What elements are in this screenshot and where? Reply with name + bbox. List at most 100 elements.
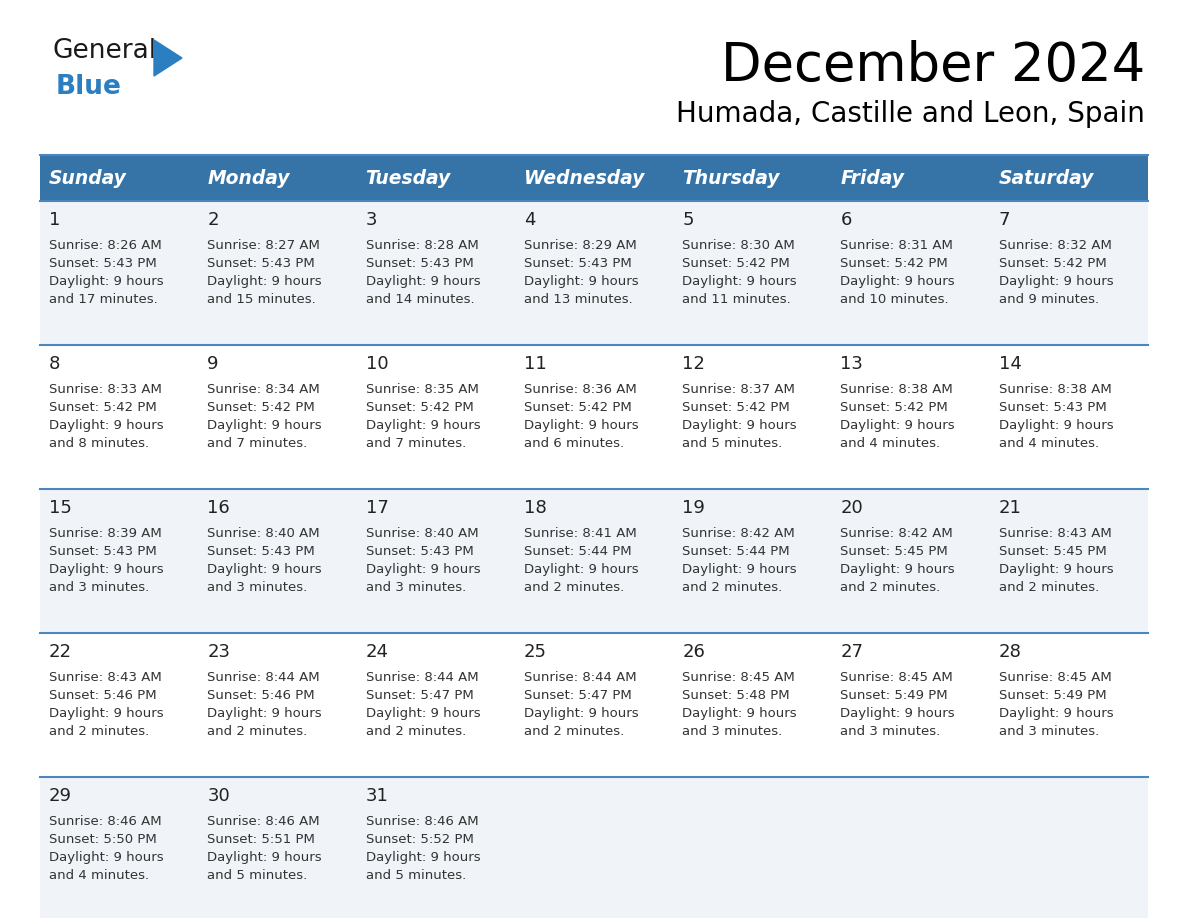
Text: Sunset: 5:50 PM: Sunset: 5:50 PM bbox=[49, 833, 157, 846]
Text: Daylight: 9 hours: Daylight: 9 hours bbox=[49, 707, 164, 720]
Text: Tuesday: Tuesday bbox=[366, 169, 450, 187]
Bar bbox=[40, 345, 1148, 489]
Text: Sunday: Sunday bbox=[49, 169, 127, 187]
Text: Sunrise: 8:30 AM: Sunrise: 8:30 AM bbox=[682, 239, 795, 252]
Text: and 17 minutes.: and 17 minutes. bbox=[49, 293, 158, 306]
Text: 4: 4 bbox=[524, 211, 536, 229]
Text: Daylight: 9 hours: Daylight: 9 hours bbox=[682, 419, 797, 432]
Text: Daylight: 9 hours: Daylight: 9 hours bbox=[49, 563, 164, 576]
Text: and 2 minutes.: and 2 minutes. bbox=[207, 725, 308, 738]
Text: 20: 20 bbox=[840, 499, 864, 517]
Text: Sunrise: 8:35 AM: Sunrise: 8:35 AM bbox=[366, 383, 479, 396]
Text: and 15 minutes.: and 15 minutes. bbox=[207, 293, 316, 306]
Text: and 5 minutes.: and 5 minutes. bbox=[207, 869, 308, 882]
Text: 26: 26 bbox=[682, 643, 704, 661]
Text: and 3 minutes.: and 3 minutes. bbox=[49, 581, 150, 594]
Text: Sunrise: 8:46 AM: Sunrise: 8:46 AM bbox=[207, 815, 320, 828]
Text: and 3 minutes.: and 3 minutes. bbox=[999, 725, 1099, 738]
Text: Friday: Friday bbox=[840, 169, 904, 187]
Text: Sunset: 5:44 PM: Sunset: 5:44 PM bbox=[524, 545, 632, 558]
Text: and 11 minutes.: and 11 minutes. bbox=[682, 293, 791, 306]
Text: Sunset: 5:46 PM: Sunset: 5:46 PM bbox=[207, 689, 315, 702]
Text: Sunset: 5:42 PM: Sunset: 5:42 PM bbox=[682, 401, 790, 414]
Text: Sunrise: 8:29 AM: Sunrise: 8:29 AM bbox=[524, 239, 637, 252]
Text: and 10 minutes.: and 10 minutes. bbox=[840, 293, 949, 306]
Text: Sunset: 5:43 PM: Sunset: 5:43 PM bbox=[366, 257, 473, 270]
Text: Sunrise: 8:32 AM: Sunrise: 8:32 AM bbox=[999, 239, 1112, 252]
Text: Sunrise: 8:26 AM: Sunrise: 8:26 AM bbox=[49, 239, 162, 252]
Text: 27: 27 bbox=[840, 643, 864, 661]
Text: Monday: Monday bbox=[207, 169, 290, 187]
Text: Daylight: 9 hours: Daylight: 9 hours bbox=[682, 707, 797, 720]
Text: and 4 minutes.: and 4 minutes. bbox=[999, 437, 1099, 450]
Text: Daylight: 9 hours: Daylight: 9 hours bbox=[999, 419, 1113, 432]
Text: Sunset: 5:43 PM: Sunset: 5:43 PM bbox=[207, 545, 315, 558]
Text: and 2 minutes.: and 2 minutes. bbox=[682, 581, 783, 594]
Text: Sunrise: 8:31 AM: Sunrise: 8:31 AM bbox=[840, 239, 953, 252]
Text: Sunrise: 8:43 AM: Sunrise: 8:43 AM bbox=[999, 527, 1112, 540]
Text: Sunrise: 8:34 AM: Sunrise: 8:34 AM bbox=[207, 383, 320, 396]
Text: Wednesday: Wednesday bbox=[524, 169, 644, 187]
Text: Daylight: 9 hours: Daylight: 9 hours bbox=[366, 563, 480, 576]
Text: Sunrise: 8:45 AM: Sunrise: 8:45 AM bbox=[999, 671, 1112, 684]
Text: 31: 31 bbox=[366, 787, 388, 805]
Text: Thursday: Thursday bbox=[682, 169, 779, 187]
Text: and 6 minutes.: and 6 minutes. bbox=[524, 437, 624, 450]
Text: Sunset: 5:42 PM: Sunset: 5:42 PM bbox=[207, 401, 315, 414]
Text: Sunrise: 8:44 AM: Sunrise: 8:44 AM bbox=[366, 671, 479, 684]
Text: Sunrise: 8:46 AM: Sunrise: 8:46 AM bbox=[366, 815, 479, 828]
Text: 28: 28 bbox=[999, 643, 1022, 661]
Text: 22: 22 bbox=[49, 643, 72, 661]
Text: Sunset: 5:48 PM: Sunset: 5:48 PM bbox=[682, 689, 790, 702]
Text: 7: 7 bbox=[999, 211, 1010, 229]
Text: December 2024: December 2024 bbox=[721, 40, 1145, 92]
Text: Sunrise: 8:42 AM: Sunrise: 8:42 AM bbox=[840, 527, 953, 540]
Text: Sunset: 5:42 PM: Sunset: 5:42 PM bbox=[49, 401, 157, 414]
Text: Daylight: 9 hours: Daylight: 9 hours bbox=[999, 275, 1113, 288]
Text: 24: 24 bbox=[366, 643, 388, 661]
Text: Sunset: 5:43 PM: Sunset: 5:43 PM bbox=[207, 257, 315, 270]
Bar bbox=[40, 633, 1148, 777]
Text: and 2 minutes.: and 2 minutes. bbox=[999, 581, 1099, 594]
Text: Sunset: 5:42 PM: Sunset: 5:42 PM bbox=[840, 257, 948, 270]
Text: Sunrise: 8:43 AM: Sunrise: 8:43 AM bbox=[49, 671, 162, 684]
Text: Daylight: 9 hours: Daylight: 9 hours bbox=[840, 419, 955, 432]
Text: Sunset: 5:51 PM: Sunset: 5:51 PM bbox=[207, 833, 315, 846]
Text: and 14 minutes.: and 14 minutes. bbox=[366, 293, 474, 306]
Text: and 2 minutes.: and 2 minutes. bbox=[840, 581, 941, 594]
Text: Sunrise: 8:46 AM: Sunrise: 8:46 AM bbox=[49, 815, 162, 828]
Text: Daylight: 9 hours: Daylight: 9 hours bbox=[366, 707, 480, 720]
Text: Sunrise: 8:40 AM: Sunrise: 8:40 AM bbox=[366, 527, 479, 540]
Text: 17: 17 bbox=[366, 499, 388, 517]
Text: 10: 10 bbox=[366, 355, 388, 373]
Text: Daylight: 9 hours: Daylight: 9 hours bbox=[366, 419, 480, 432]
Text: 5: 5 bbox=[682, 211, 694, 229]
Text: Sunrise: 8:37 AM: Sunrise: 8:37 AM bbox=[682, 383, 795, 396]
Text: 15: 15 bbox=[49, 499, 72, 517]
Text: 21: 21 bbox=[999, 499, 1022, 517]
Text: Sunset: 5:45 PM: Sunset: 5:45 PM bbox=[999, 545, 1106, 558]
Text: Sunrise: 8:36 AM: Sunrise: 8:36 AM bbox=[524, 383, 637, 396]
Text: 29: 29 bbox=[49, 787, 72, 805]
Text: Sunset: 5:52 PM: Sunset: 5:52 PM bbox=[366, 833, 474, 846]
Text: Daylight: 9 hours: Daylight: 9 hours bbox=[207, 275, 322, 288]
Text: Daylight: 9 hours: Daylight: 9 hours bbox=[840, 563, 955, 576]
Text: Sunrise: 8:40 AM: Sunrise: 8:40 AM bbox=[207, 527, 320, 540]
Text: 3: 3 bbox=[366, 211, 377, 229]
Text: 11: 11 bbox=[524, 355, 546, 373]
Text: 13: 13 bbox=[840, 355, 864, 373]
Text: Sunset: 5:44 PM: Sunset: 5:44 PM bbox=[682, 545, 790, 558]
Text: Daylight: 9 hours: Daylight: 9 hours bbox=[49, 851, 164, 864]
Text: Sunset: 5:47 PM: Sunset: 5:47 PM bbox=[524, 689, 632, 702]
Text: Saturday: Saturday bbox=[999, 169, 1094, 187]
Text: and 4 minutes.: and 4 minutes. bbox=[49, 869, 150, 882]
Text: Sunrise: 8:45 AM: Sunrise: 8:45 AM bbox=[840, 671, 953, 684]
Text: and 2 minutes.: and 2 minutes. bbox=[524, 581, 624, 594]
Text: Daylight: 9 hours: Daylight: 9 hours bbox=[207, 851, 322, 864]
Text: Sunrise: 8:44 AM: Sunrise: 8:44 AM bbox=[524, 671, 637, 684]
Text: and 3 minutes.: and 3 minutes. bbox=[682, 725, 783, 738]
Text: 16: 16 bbox=[207, 499, 230, 517]
Text: Daylight: 9 hours: Daylight: 9 hours bbox=[682, 563, 797, 576]
Text: Daylight: 9 hours: Daylight: 9 hours bbox=[207, 419, 322, 432]
Text: Daylight: 9 hours: Daylight: 9 hours bbox=[49, 419, 164, 432]
